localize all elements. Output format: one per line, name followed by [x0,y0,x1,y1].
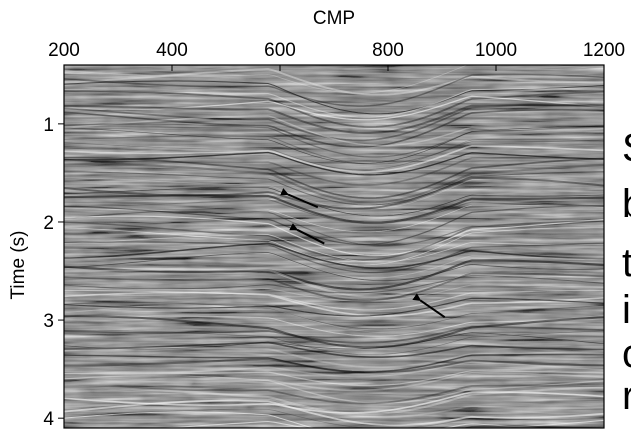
annotation-arrow [412,293,446,318]
reflector-line [64,108,604,148]
y-tick-label: 2 [43,213,54,234]
seismic-image [64,65,604,434]
reflector-line [64,171,604,206]
reflector-line [64,353,604,373]
reflector-line [64,156,604,186]
reflector-line [64,242,604,269]
reflector-line [64,241,604,274]
reflector-line [462,425,604,428]
reflector-line [64,341,604,359]
reflector-line [64,370,604,387]
reflector-line [64,80,604,115]
reflector-line [64,291,604,317]
x-tick-label: 800 [372,40,404,61]
reflector-line [64,65,604,94]
reflector-line [64,162,604,204]
y-axis-ticks: 1 2 3 4 [43,115,64,430]
reflector-lines [64,65,604,434]
y-tick-label: 1 [43,115,54,136]
reflector-line [64,145,604,173]
annotation-arrow [289,223,325,245]
side-text-letter: b [622,184,631,224]
reflector-line [64,399,604,427]
reflector-line [64,252,604,279]
reflector-line [64,156,604,199]
reflector-line [64,272,604,302]
reflector-line [64,302,604,330]
reflector-line [64,357,604,374]
reflector-line [64,194,604,224]
x-tick-label: 1200 [583,40,625,61]
reflector-line [64,315,604,337]
reflector-line [64,325,604,344]
y-axis-title: Time (s) [8,231,29,300]
reflector-line [64,375,604,404]
reflector-line [64,73,604,107]
plot-frame [63,64,605,429]
reflector-line [64,268,604,298]
reflector-line [64,103,604,134]
reflector-line [64,274,604,294]
reflector-line [64,289,604,311]
reflector-line [64,126,604,164]
reflector-line [64,371,604,392]
x-axis-ticks: 200 400 600 800 1000 1200 [48,40,625,71]
reflector-line [64,220,604,261]
reflector-line [64,332,604,350]
reflector-line [64,123,604,158]
reflector-line [64,104,604,142]
reflector-line [64,205,604,246]
reflector-line [64,297,604,317]
reflector-line [64,151,604,176]
reflector-line [64,227,604,266]
side-text-letter: S [622,128,631,168]
reflector-line [64,315,604,349]
reflector-line [64,252,604,282]
side-text-letter: r [622,374,631,418]
x-tick-label: 400 [156,40,188,61]
reflector-line [64,135,604,165]
reflector-line [64,215,604,257]
reflector-line [64,384,604,405]
reflector-line [64,346,604,369]
reflector-line [64,138,604,171]
reflector-line [64,199,604,225]
y-tick-label: 3 [43,311,54,332]
reflector-line [64,234,604,263]
reflector-line [64,95,604,121]
reflector-line [64,361,604,378]
reflector-line [64,68,604,96]
reflector-line [64,304,604,334]
annotation-arrow [280,188,319,209]
annotation-arrows [280,188,446,318]
y-tick-label: 4 [43,409,54,430]
reflector-line [64,177,604,210]
reflector-line [64,204,604,233]
x-tick-label: 1000 [475,40,517,61]
reflector-line [64,176,604,210]
side-text-letter: c [622,334,631,374]
reflector-line [64,187,604,217]
reflector-line [64,284,604,302]
x-axis-title: CMP [313,8,355,29]
side-text-letter: t [622,241,631,285]
reflector-line [64,88,604,118]
x-tick-label: 600 [264,40,296,61]
side-text-letter: i [622,288,631,332]
reflector-line [64,429,604,434]
reflector-line [64,259,604,291]
reflector-line [64,115,604,147]
reflector-line [64,90,604,128]
x-tick-label: 200 [48,40,80,61]
